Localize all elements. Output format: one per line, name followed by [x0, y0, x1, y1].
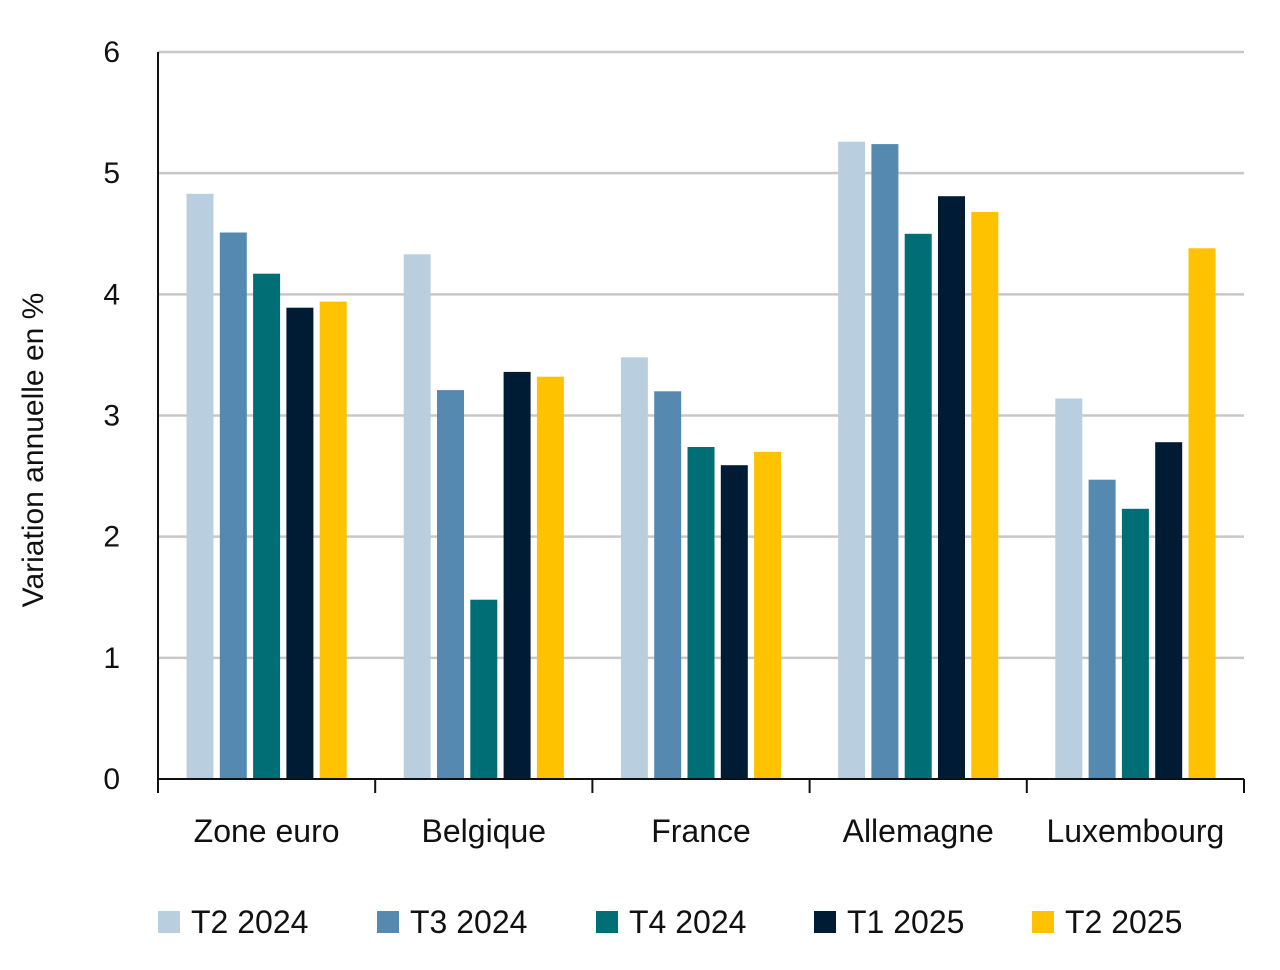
legend-item: T2 2025	[1032, 904, 1182, 940]
x-category-label: Belgique	[422, 813, 547, 849]
bar-allemagne-t1-2025	[938, 196, 965, 779]
bar-allemagne-t3-2024	[871, 144, 899, 780]
y-tick-label: 6	[103, 36, 120, 69]
legend-item: T1 2025	[814, 904, 964, 940]
x-category-label: Zone euro	[194, 813, 340, 849]
bar-belgique-t1-2025	[503, 371, 531, 779]
bar-luxembourg-t3-2024	[1088, 479, 1116, 779]
bar-belgique-t2-2025	[536, 376, 564, 779]
bar-luxembourg-t1-2025	[1155, 442, 1183, 779]
y-tick-label: 2	[103, 521, 120, 554]
legend-swatch	[377, 911, 399, 933]
bar-zone-euro-t3-2024	[219, 232, 247, 779]
legend-label: T2 2025	[1065, 904, 1182, 940]
legend-swatch	[596, 911, 618, 933]
legend-label: T2 2024	[191, 904, 308, 940]
y-tick-label: 1	[103, 642, 120, 675]
bars	[186, 141, 1216, 780]
bar-luxembourg-t2-2024	[1055, 398, 1083, 779]
bar-belgique-t3-2024	[437, 390, 464, 779]
bar-zone-euro-t4-2024	[253, 273, 281, 779]
legend-swatch	[158, 911, 180, 933]
bar-france-t3-2024	[654, 391, 682, 779]
bar-allemagne-t2-2025	[971, 211, 999, 779]
legend-swatch	[1032, 911, 1054, 933]
bar-allemagne-t2-2024	[838, 141, 866, 779]
bar-france-t1-2025	[720, 465, 748, 779]
legend: T2 2024 T3 2024 T4 2024 T1 2025 T2 2025	[158, 904, 1182, 940]
legend-label: T1 2025	[847, 904, 964, 940]
legend-item: T2 2024	[158, 904, 308, 940]
bar-belgique-t4-2024	[470, 599, 498, 779]
x-category-label: France	[651, 813, 751, 849]
bar-belgique-t2-2024	[403, 254, 431, 780]
y-tick-label: 5	[103, 157, 120, 190]
y-tick-labels: 0 1 2 3 4 5 6	[103, 36, 120, 796]
bar-luxembourg-t2-2025	[1188, 248, 1216, 780]
legend-label: T4 2024	[629, 904, 746, 940]
legend-item: T4 2024	[596, 904, 746, 940]
x-category-label: Allemagne	[843, 813, 994, 849]
legend-label: T3 2024	[410, 904, 527, 940]
y-axis-title: Variation annuelle en %	[17, 293, 50, 608]
x-category-labels: Zone euro Belgique France Allemagne Luxembou…	[194, 813, 1225, 849]
legend-item: T3 2024	[377, 904, 527, 940]
y-tick-label: 4	[103, 278, 120, 311]
bar-zone-euro-t2-2024	[186, 193, 214, 780]
bar-france-t2-2024	[620, 357, 648, 779]
bar-france-t2-2025	[754, 451, 782, 779]
bar-allemagne-t4-2024	[904, 233, 932, 780]
legend-swatch	[814, 911, 836, 933]
bar-zone-euro-t2-2025	[319, 301, 347, 779]
bar-france-t4-2024	[687, 447, 715, 779]
axes	[157, 52, 1245, 793]
y-tick-label: 0	[103, 763, 120, 796]
x-category-label: Luxembourg	[1046, 813, 1224, 849]
bar-zone-euro-t1-2025	[286, 307, 314, 779]
bar-luxembourg-t4-2024	[1121, 508, 1149, 779]
y-tick-label: 3	[103, 400, 120, 433]
